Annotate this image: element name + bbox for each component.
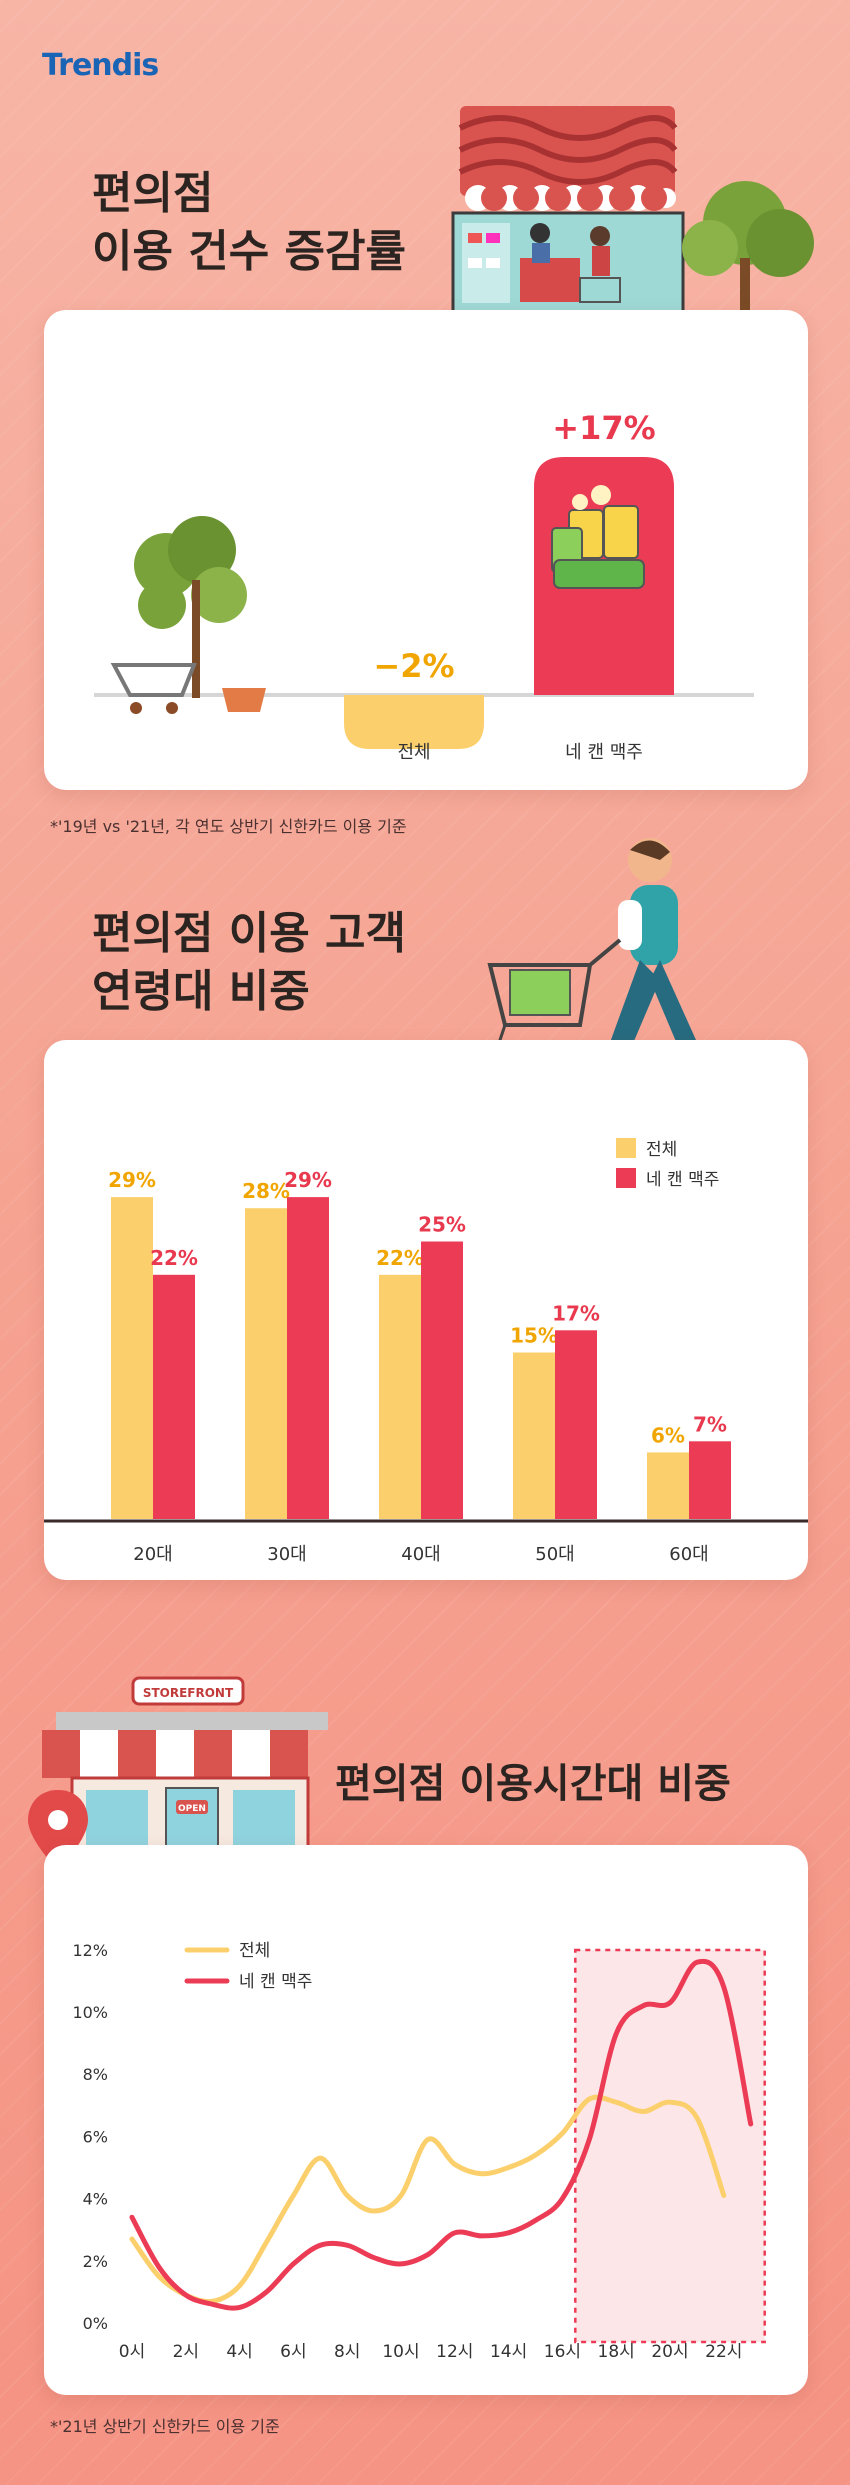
x-tick-label-0: 0시	[119, 2342, 145, 2362]
age-bar-label-0-2: 22%	[376, 1246, 424, 1270]
section2-title-line1: 편의점 이용 고객	[92, 908, 406, 959]
x-tick-label-5: 10시	[382, 2342, 419, 2362]
age-bar-label-0-4: 6%	[651, 1423, 685, 1447]
section1-footnote: *'19년 vs '21년, 각 연도 상반기 신한카드 이용 기준	[50, 817, 407, 836]
y-tick-label-5: 10%	[72, 2003, 108, 2022]
section1-title: 편의점 이용 건수 증감률	[92, 165, 406, 281]
age-bar-beer-0	[153, 1274, 195, 1519]
section2-title-line2: 연령대 비중	[92, 966, 310, 1017]
section1-title-line1: 편의점	[92, 168, 214, 219]
legend-label-total-hourly: 전체	[239, 1941, 270, 1961]
x-tick-label-2: 4시	[226, 2342, 252, 2362]
age-bar-label-1-4: 7%	[693, 1412, 727, 1436]
y-tick-label-4: 8%	[83, 2065, 108, 2084]
x-tick-label-11: 22시	[705, 2342, 742, 2362]
hourly-share-card	[44, 1845, 808, 2395]
age-share-chart: 29%22%28%29%22%25%15%17%6% 7% 20대 30대 40대 50…	[44, 1138, 808, 1565]
age-bar-label-1-2: 25%	[418, 1213, 466, 1237]
age-bar-beer-2	[421, 1241, 463, 1519]
x-tick-label-6: 12시	[436, 2342, 473, 2362]
legend-swatch-beer	[616, 1168, 636, 1188]
age-bar-label-1-0: 22%	[150, 1246, 198, 1270]
legend-swatch-total	[616, 1138, 636, 1158]
growth-bar-0	[344, 695, 484, 749]
y-tick-label-6: 12%	[72, 1941, 108, 1960]
brand-logo[interactable]: Trendis	[42, 48, 159, 83]
age-bar-label-1-3: 17%	[552, 1301, 600, 1325]
age-bar-beer-4	[689, 1441, 731, 1519]
age-bar-label-0-0: 29%	[108, 1168, 156, 1192]
age-bar-beer-1	[287, 1197, 329, 1519]
convenience-store-illustration	[451, 106, 814, 327]
x-tick-label-3: 6시	[280, 2342, 306, 2362]
age-category-label-3: 50대	[535, 1544, 574, 1565]
y-tick-label-2: 4%	[83, 2190, 108, 2209]
legend-label-beer: 네 캔 맥주	[646, 1170, 719, 1190]
growth-value-label-1: +17%	[552, 409, 655, 447]
section2-title: 편의점 이용 고객 연령대 비중	[92, 905, 406, 1021]
x-tick-label-4: 8시	[334, 2342, 360, 2362]
y-tick-label-0: 0%	[83, 2314, 108, 2333]
hourly-line-beer	[129, 1958, 754, 2311]
x-tick-label-10: 20시	[651, 2342, 688, 2362]
age-bar-beer-3	[555, 1330, 597, 1519]
beer-cans-illustration	[551, 485, 645, 589]
growth-value-label-0: −2%	[373, 647, 454, 685]
age-bar-label-1-1: 29%	[284, 1168, 332, 1192]
age-bar-total-1	[245, 1208, 287, 1519]
age-category-label-1: 30대	[267, 1544, 306, 1565]
growth-category-label-1: 네 캔 맥주	[565, 742, 643, 763]
y-tick-label-3: 6%	[83, 2127, 108, 2146]
age-bar-label-0-1: 28%	[242, 1179, 290, 1203]
x-tick-label-7: 14시	[490, 2342, 527, 2362]
cart-tree-illustration	[110, 516, 266, 714]
chart3-legend: 전체 네 캔 맥주	[184, 1941, 312, 1992]
x-tick-label-8: 16시	[544, 2342, 581, 2362]
section3-title: 편의점 이용시간대 비중	[335, 1761, 731, 1807]
open-sign-text: OPEN	[178, 1804, 206, 1814]
chart2-legend: 전체 네 캔 맥주	[616, 1138, 719, 1190]
section3-footnote: *'21년 상반기 신한카드 이용 기준	[50, 2417, 280, 2436]
age-bar-label-0-3: 15%	[510, 1324, 558, 1348]
evening-highlight-box	[574, 1948, 766, 2344]
legend-label-beer-hourly: 네 캔 맥주	[239, 1972, 312, 1992]
age-category-label-0: 20대	[133, 1544, 172, 1565]
age-bar-total-2	[379, 1274, 421, 1519]
age-category-label-4: 60대	[669, 1544, 708, 1565]
hourly-line-total	[129, 2094, 727, 2305]
storefront-sign-text: STOREFRONT	[143, 1686, 234, 1700]
x-tick-label-1: 2시	[173, 2342, 199, 2362]
y-tick-label-1: 2%	[83, 2252, 108, 2271]
age-bar-total-3	[513, 1352, 555, 1519]
legend-label-total: 전체	[646, 1140, 677, 1160]
age-category-label-2: 40대	[401, 1544, 440, 1565]
section1-title-line2: 이용 건수 증감률	[92, 226, 406, 277]
growth-rate-chart: −2% 전체 +17% 네 캔 맥주	[94, 409, 754, 763]
age-bar-total-4	[647, 1452, 689, 1519]
hourly-share-chart: 0% 2% 4% 6% 8% 10% 12% 0시 2시 4시 6시 8시 10시 12시 14시 16시 1…	[72, 1941, 766, 2362]
age-bar-total-0	[111, 1197, 153, 1519]
x-tick-label-9: 18시	[598, 2342, 635, 2362]
growth-category-label-0: 전체	[397, 742, 430, 763]
